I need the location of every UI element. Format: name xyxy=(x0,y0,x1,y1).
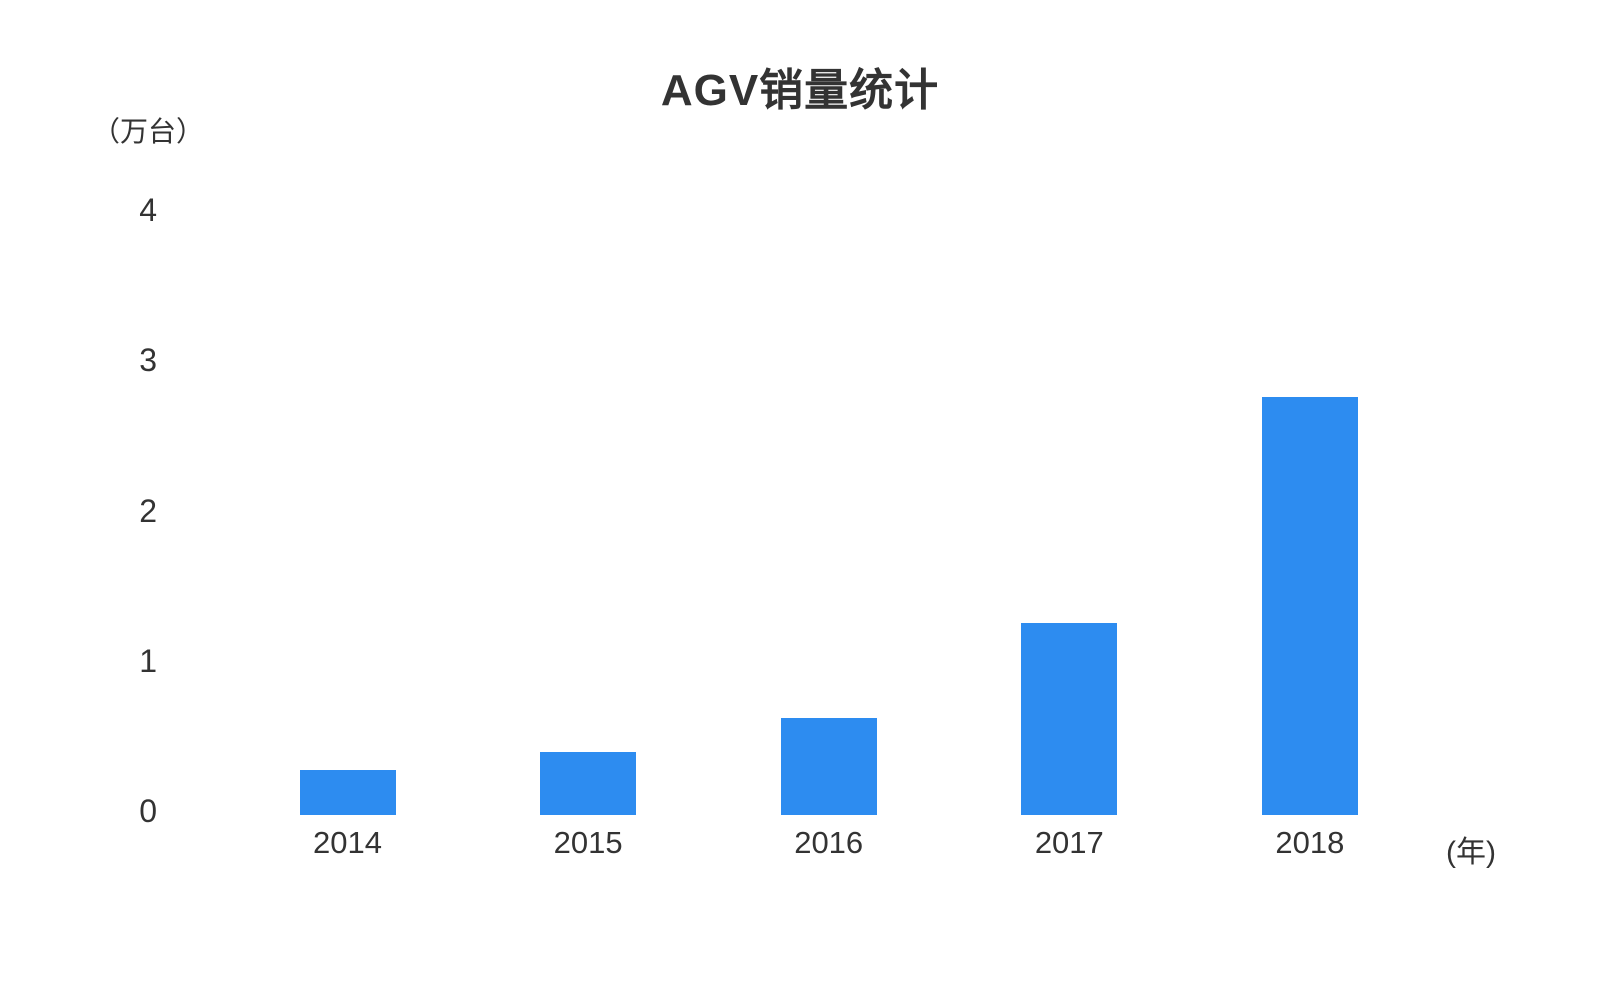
y-tick-label-4: 4 xyxy=(139,192,157,228)
y-tick-label-2: 2 xyxy=(139,492,157,529)
bar-2018 xyxy=(1261,397,1358,816)
x-tick-label-2016: 2016 xyxy=(794,825,864,860)
bar-2017 xyxy=(1021,622,1118,816)
x-tick-label-2014: 2014 xyxy=(313,825,382,860)
x-tick-label-2015: 2015 xyxy=(553,825,623,860)
x-tick-label-2018: 2018 xyxy=(1275,825,1345,860)
x-axis-unit-label: (年) xyxy=(1446,836,1496,869)
bar-2015 xyxy=(540,752,637,816)
y-tick-label-3: 3 xyxy=(139,342,157,379)
chart-title: AGV销量统计 xyxy=(660,66,940,115)
y-axis-unit-label: （万台） xyxy=(92,116,205,147)
y-tick-label-1: 1 xyxy=(139,642,157,679)
y-tick-label-0: 0 xyxy=(139,793,157,829)
bar-2014 xyxy=(299,770,396,816)
bar-2016 xyxy=(780,717,877,816)
x-tick-label-2017: 2017 xyxy=(1034,825,1104,860)
